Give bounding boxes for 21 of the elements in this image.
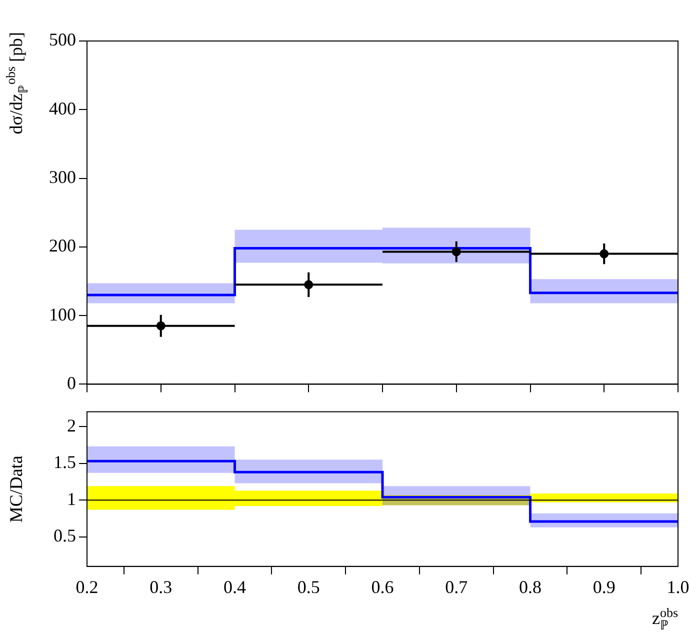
y-axis-title: dσ/dzℙobs [pb] <box>2 32 30 134</box>
x-tick-label: 0.9 <box>592 576 616 597</box>
y-tick-label: 1.5 <box>54 452 76 472</box>
x-tick-label: 0.7 <box>445 576 468 597</box>
x-tick-label: 0.4 <box>224 576 246 597</box>
x-tick-label: 0.8 <box>519 576 542 597</box>
x-tick-label: 0.2 <box>76 576 98 597</box>
x-tick-label: 0.5 <box>297 576 320 597</box>
y-tick-label: 400 <box>49 98 76 118</box>
y-tick-label: 200 <box>49 236 76 256</box>
y-tick-label: 0 <box>67 372 76 393</box>
y-axis-title: MC/Data <box>6 456 26 523</box>
y-tick-label: 1 <box>67 488 76 509</box>
x-tick-label: 0.6 <box>371 576 394 597</box>
y-tick-label: 0.5 <box>54 526 76 546</box>
y-tick-label: 100 <box>49 304 76 324</box>
x-tick-label: 1.0 <box>666 576 690 597</box>
x-tick-label: 0.3 <box>150 576 172 597</box>
y-tick-label: 2 <box>67 415 76 436</box>
y-tick-label: 500 <box>49 30 76 50</box>
y-tick-label: 300 <box>49 167 76 188</box>
